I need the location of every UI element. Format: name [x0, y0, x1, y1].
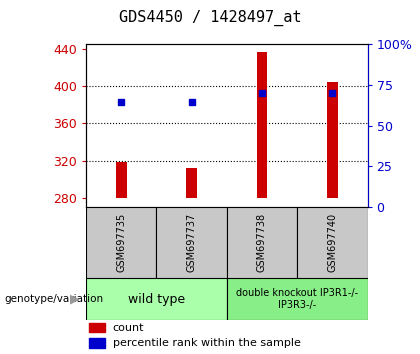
Bar — [186, 168, 197, 198]
Text: GSM697738: GSM697738 — [257, 213, 267, 272]
Bar — [227, 278, 368, 320]
Bar — [116, 162, 126, 198]
Text: wild type: wild type — [128, 293, 185, 306]
Bar — [86, 207, 156, 278]
Text: double knockout IP3R1-/-
IP3R3-/-: double knockout IP3R1-/- IP3R3-/- — [236, 288, 358, 310]
Bar — [89, 338, 105, 348]
Text: GSM697735: GSM697735 — [116, 213, 126, 272]
Bar — [156, 207, 227, 278]
Text: GSM697737: GSM697737 — [186, 213, 197, 272]
Text: GSM697740: GSM697740 — [327, 213, 337, 272]
Bar — [227, 207, 297, 278]
Bar — [327, 82, 338, 198]
Text: ▶: ▶ — [70, 293, 80, 306]
Bar — [257, 52, 267, 198]
Text: genotype/variation: genotype/variation — [4, 294, 103, 304]
Text: count: count — [113, 322, 144, 333]
Bar — [86, 278, 227, 320]
Text: percentile rank within the sample: percentile rank within the sample — [113, 338, 301, 348]
Bar — [89, 323, 105, 332]
Bar — [297, 207, 368, 278]
Text: GDS4450 / 1428497_at: GDS4450 / 1428497_at — [119, 10, 301, 26]
